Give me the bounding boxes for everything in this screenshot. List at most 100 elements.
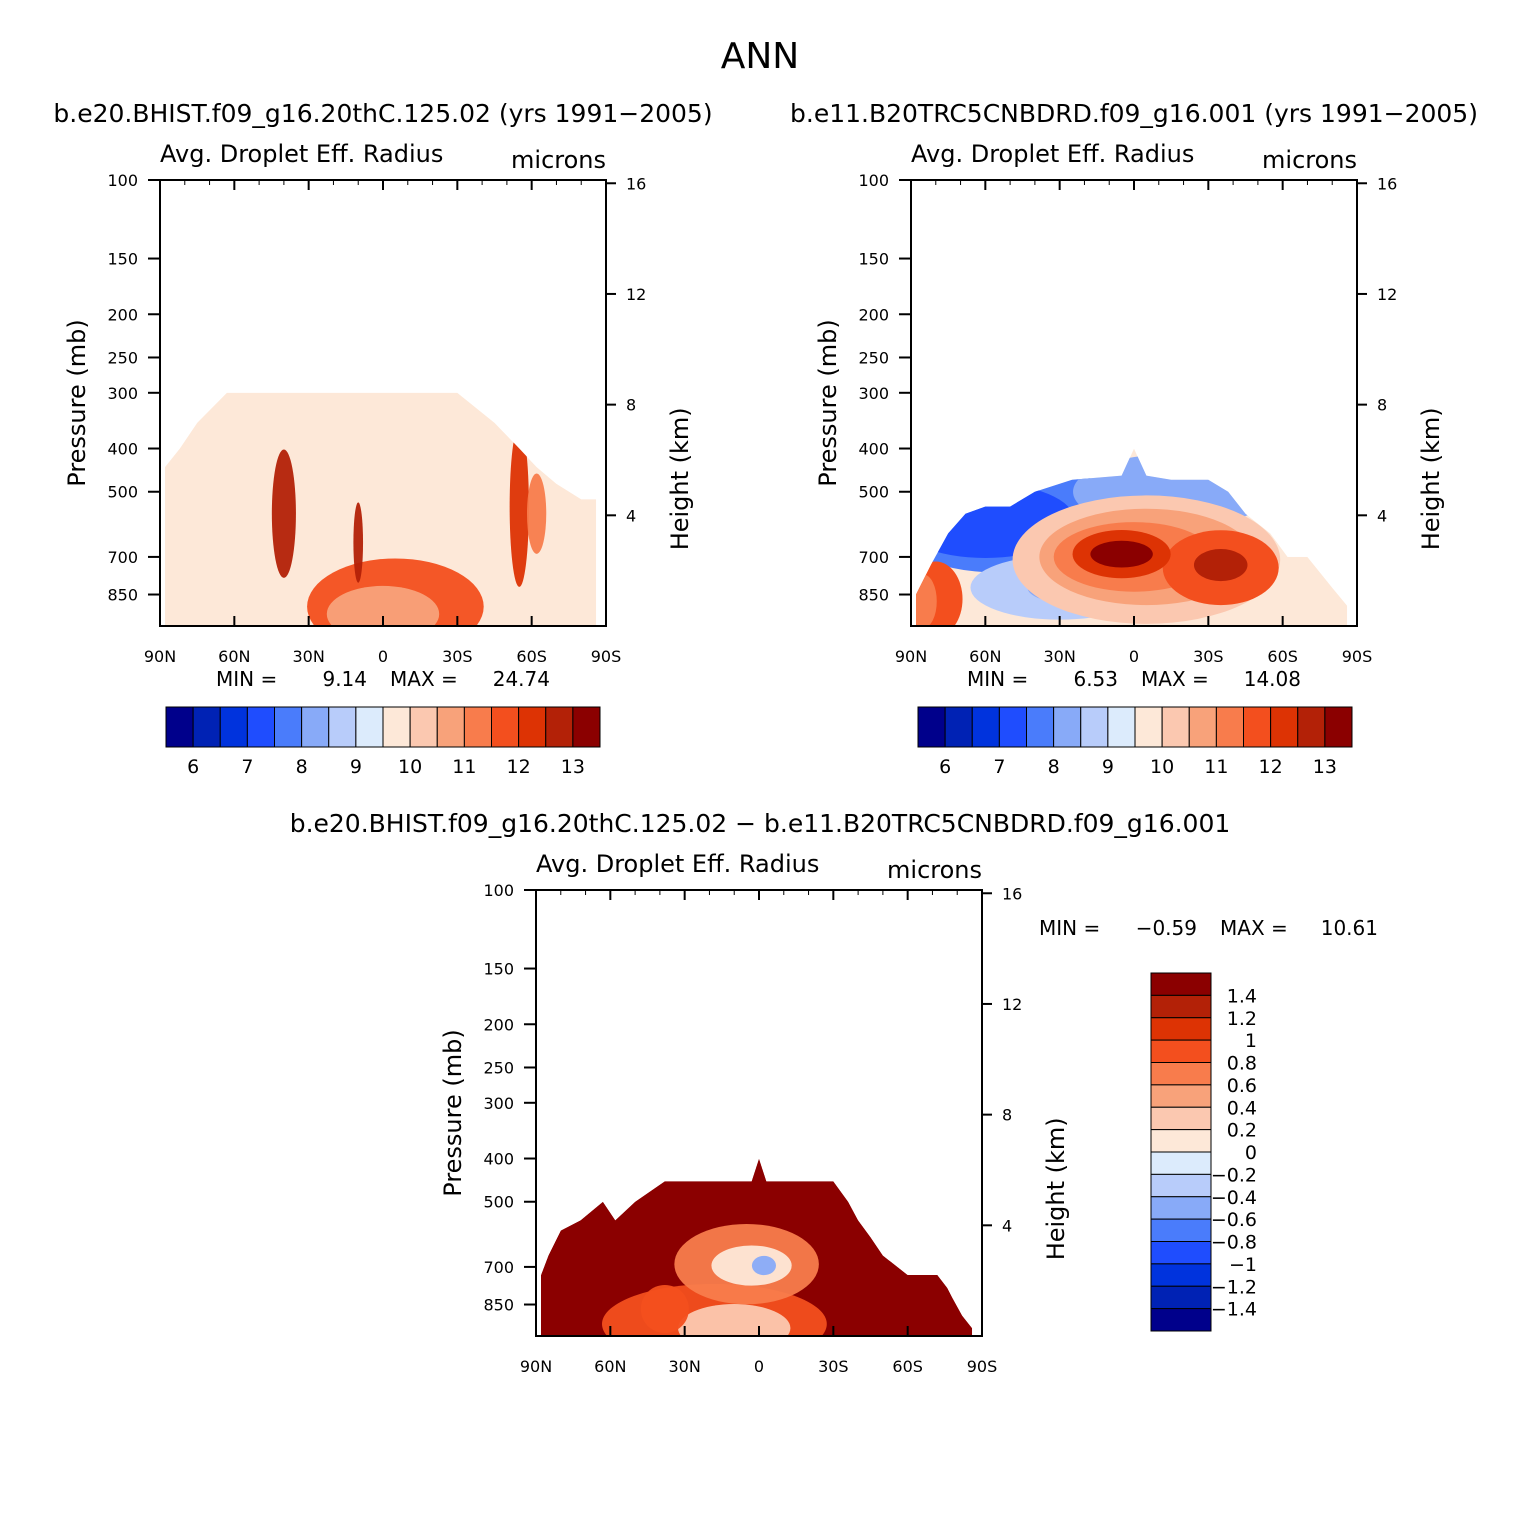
colorbar-box: [1150, 1151, 1212, 1175]
x-tick-label: 30N: [293, 647, 325, 666]
colorbar-label: 8: [1048, 756, 1060, 778]
panel-2: b.e11.B20TRC5CNBDRD.f09_g16.001 (yrs 199…: [790, 99, 1478, 778]
colorbar-box: [246, 706, 275, 748]
field-feature: [1193, 548, 1248, 582]
x-tick-label: 90N: [895, 647, 927, 666]
y2-axis-label: Height (km): [1417, 407, 1445, 550]
min-label: MIN =: [1039, 916, 1100, 940]
y-tick-label: 850: [483, 1296, 514, 1315]
max-value: 10.61: [1321, 916, 1378, 940]
colorbar-label: 12: [507, 756, 531, 778]
colorbar-box: [1026, 706, 1055, 748]
y-tick-label: 700: [858, 548, 889, 567]
colorbar-box: [219, 706, 248, 748]
colorbar-box: [382, 706, 411, 748]
max-value: 14.08: [1244, 667, 1301, 691]
y-axis-label: Pressure (mb): [439, 1029, 467, 1196]
colorbar-label: 7: [993, 756, 1005, 778]
colorbar-label: 0: [1245, 1142, 1257, 1164]
x-tick-label: 30N: [669, 1357, 701, 1376]
colorbar-label: 11: [452, 756, 476, 778]
colorbar-label: −1: [1229, 1254, 1257, 1276]
min-label: MIN =: [967, 667, 1028, 691]
colorbar-box: [491, 706, 520, 748]
colorbar-box: [436, 706, 465, 748]
x-tick-label: 90S: [1342, 647, 1373, 666]
field-base: [165, 392, 597, 626]
y2-tick-label: 4: [626, 506, 636, 525]
y2-tick-label: 4: [1002, 1216, 1012, 1235]
min-value: −0.59: [1136, 916, 1197, 940]
colorbar-box: [1150, 994, 1212, 1019]
colorbar-label: 1: [1245, 1030, 1257, 1052]
colorbar-label: −1.2: [1211, 1276, 1257, 1298]
y-tick-label: 300: [483, 1094, 514, 1113]
colorbar-label: 11: [1204, 756, 1228, 778]
colorbar-box: [1150, 1062, 1212, 1086]
y2-tick-label: 8: [1377, 396, 1387, 415]
data-field: [541, 1158, 973, 1336]
y-tick-label: 150: [858, 250, 889, 269]
colorbar-box: [274, 706, 303, 748]
colorbar-label: 12: [1259, 756, 1283, 778]
colorbar-box: [1324, 706, 1353, 748]
x-tick-label: 0: [378, 647, 388, 666]
y-tick-label: 250: [107, 348, 138, 367]
y-tick-label: 100: [483, 881, 514, 900]
y-tick-label: 400: [107, 440, 138, 459]
colorbar-box: [1150, 1263, 1212, 1287]
y-tick-label: 700: [483, 1258, 514, 1277]
y-tick-label: 250: [483, 1058, 514, 1077]
colorbar-box: [409, 706, 438, 748]
colorbar-label: 13: [1313, 756, 1337, 778]
colorbar-box: [192, 706, 221, 748]
case-title: b.e20.BHIST.f09_g16.20thC.125.02 (yrs 19…: [53, 99, 712, 128]
colorbar-box: [917, 706, 946, 748]
colorbar-label: 0.4: [1227, 1097, 1257, 1119]
colorbar-box: [165, 706, 194, 748]
colorbar-box: [1150, 1218, 1212, 1242]
y-tick-label: 100: [858, 171, 889, 190]
y2-tick-label: 8: [626, 396, 636, 415]
colorbar-label: 8: [296, 756, 308, 778]
x-tick-label: 60S: [516, 647, 547, 666]
y-axis-label: Pressure (mb): [63, 319, 91, 486]
x-tick-label: 60N: [594, 1357, 626, 1376]
y-tick-label: 700: [107, 548, 138, 567]
x-tick-label: 30N: [1044, 647, 1076, 666]
colorbar-label: −0.6: [1211, 1209, 1257, 1231]
x-tick-label: 60S: [1267, 647, 1298, 666]
colorbar-box: [1053, 706, 1082, 748]
colorbar-label: 0.6: [1227, 1075, 1257, 1097]
y2-tick-label: 4: [1377, 506, 1387, 525]
case-title: b.e11.B20TRC5CNBDRD.f09_g16.001 (yrs 199…: [790, 99, 1478, 128]
x-tick-label: 90S: [967, 1357, 998, 1376]
y-tick-label: 300: [858, 384, 889, 403]
data-field: [165, 392, 597, 626]
colorbar-label: 6: [187, 756, 199, 778]
y-tick-label: 150: [107, 250, 138, 269]
panel-1: b.e20.BHIST.f09_g16.20thC.125.02 (yrs 19…: [53, 99, 712, 778]
colorbar-box: [572, 706, 601, 748]
colorbar-label: 1.4: [1227, 985, 1257, 1007]
y2-axis-label: Height (km): [1042, 1117, 1070, 1260]
y-tick-label: 100: [107, 171, 138, 190]
colorbar-box: [301, 706, 330, 748]
max-label: MAX =: [390, 667, 458, 691]
colorbar-label: 6: [939, 756, 951, 778]
field-feature: [271, 449, 296, 578]
panel-3: Avg. Droplet Eff. Radius microns 90N 60N 30N…: [439, 850, 1378, 1376]
panel-units: microns: [887, 856, 982, 884]
x-tick-label: 60N: [218, 647, 250, 666]
colorbar-label: 0.2: [1227, 1120, 1257, 1142]
colorbar-box: [1150, 1196, 1212, 1220]
colorbar-label: −1.4: [1211, 1299, 1257, 1321]
colorbar-box: [1150, 1285, 1212, 1310]
field-feature: [353, 502, 364, 583]
x-tick-label: 0: [754, 1357, 764, 1376]
colorbar-label: −0.8: [1211, 1232, 1257, 1254]
colorbar-label: 0.8: [1227, 1053, 1257, 1075]
y-tick-label: 500: [858, 483, 889, 502]
y-axis-label: Pressure (mb): [814, 319, 842, 486]
y-tick-label: 850: [858, 586, 889, 605]
